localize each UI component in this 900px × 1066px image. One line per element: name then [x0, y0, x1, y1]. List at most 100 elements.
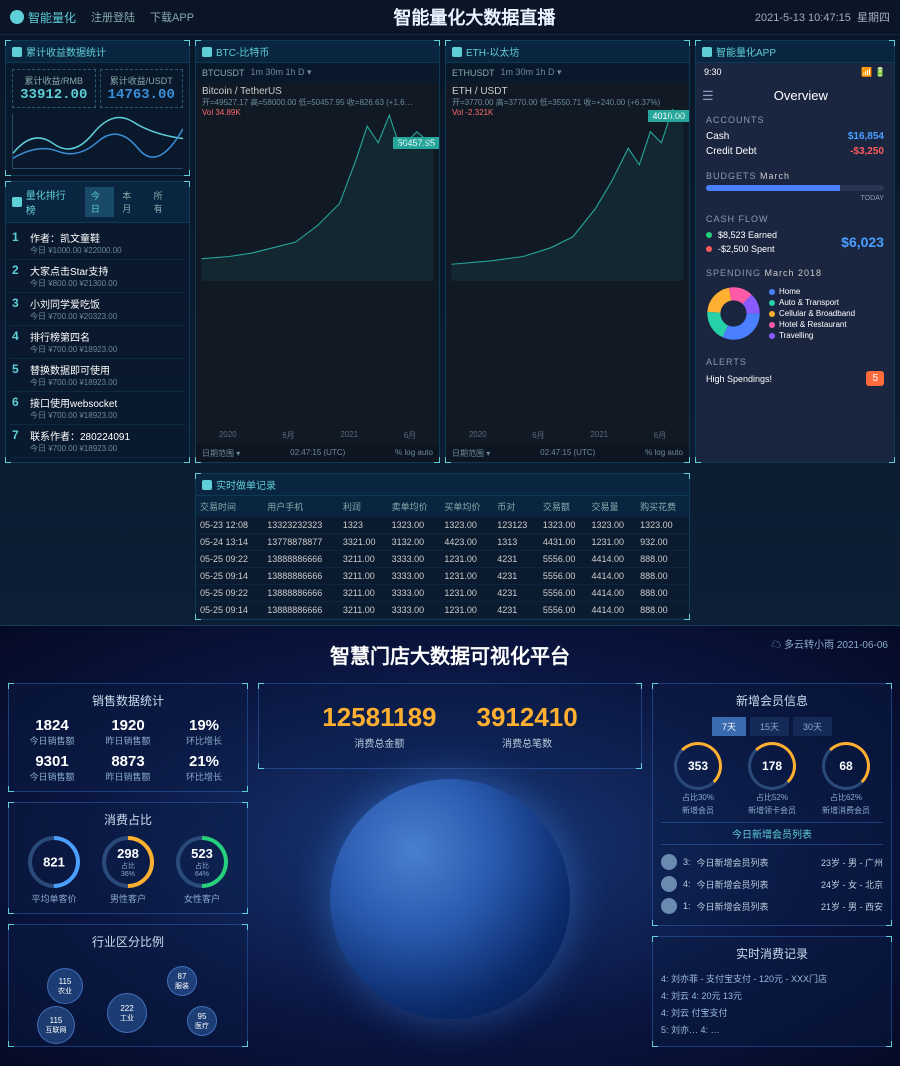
app-panel: 智能量化APP 9:30📶 🔋 ☰Overview ACCOUNTS Cash$…: [695, 40, 895, 463]
total-count-label: 消费总笔数: [477, 735, 578, 750]
totals-panel: 12581189 消费总金额 3912410 消费总笔数: [258, 683, 642, 769]
bubble: 115农业: [47, 968, 83, 1004]
member-tab[interactable]: 7天: [712, 717, 746, 736]
consume-title: 消费占比: [17, 811, 239, 828]
stat-cell: 9301今日销售额: [17, 753, 87, 783]
table-row: 05-25 09:14138888866663211.003333.001231…: [196, 568, 689, 585]
eth-timeframes[interactable]: 1m 30m 1h D ▾: [501, 67, 562, 78]
app-time: 9:30: [704, 67, 722, 78]
member-list-title: 今日新增会员列表: [661, 822, 883, 845]
spent-label: -$2,500 Spent: [718, 244, 775, 254]
cash-label: Cash: [706, 131, 729, 142]
members-title: 新增会员信息: [661, 692, 883, 709]
trades-table: 交易时间用户手机利润卖单均价买单均价币对交易额交易量购买花费 05-23 12:…: [196, 496, 689, 619]
total-amount-label: 消费总金额: [322, 735, 436, 750]
legend-item: Home: [769, 286, 884, 297]
rank-item[interactable]: 6接口使用websocket今日 ¥700.00 ¥18923.00: [10, 392, 185, 425]
eth-chart[interactable]: ETH / USDT 开=3770.00 高=3770.00 低=3550.71…: [446, 82, 689, 445]
member-ring: 178占比52%新增领卡会员: [748, 742, 796, 816]
spending-title: SPENDING: [706, 268, 761, 278]
login-link[interactable]: 注册登陆: [91, 9, 135, 25]
earned-label: $8,523 Earned: [718, 230, 777, 240]
ranking-title: 量化排行榜: [26, 187, 75, 217]
page-title: 智能量化大数据直播: [194, 4, 755, 30]
stat-cell: 8873昨日销售额: [93, 753, 163, 783]
table-row: 05-23 12:081332323232313231323.001323.00…: [196, 517, 689, 534]
realtime-row: 4: 刘云 4: 20元 13元: [661, 987, 883, 1004]
stat-cell: 21%环比增长: [169, 753, 239, 783]
sales-panel: 销售数据统计 1824今日销售额1920昨日销售额19%环比增长9301今日销售…: [8, 683, 248, 792]
rank-item[interactable]: 1作者：凯文童鞋今日 ¥1000.00 ¥22000.00: [10, 227, 185, 260]
member-ring: 68占比62%新增消费会员: [822, 742, 870, 816]
alert-badge[interactable]: 5: [866, 371, 884, 386]
stat-cell: 19%环比增长: [169, 717, 239, 747]
btc-chart[interactable]: Bitcoin / TetherUS 开=49527.17 高=58000.00…: [196, 82, 439, 445]
table-header: 卖单均价: [388, 496, 441, 517]
debt-label: Credit Debt: [706, 146, 757, 157]
download-link[interactable]: 下载APP: [150, 9, 194, 25]
total-count: 3912410: [477, 702, 578, 733]
legend-item: Hotel & Restaurant: [769, 319, 884, 330]
eth-time: 02:47:15 (UTC): [540, 448, 595, 459]
table-header: 用户手机: [263, 496, 339, 517]
bubble: 222工业: [107, 993, 147, 1033]
menu-icon[interactable]: ☰: [702, 88, 714, 104]
btc-symbol: BTCUSDT: [202, 68, 245, 78]
accounts-title: ACCOUNTS: [706, 115, 884, 125]
eth-scale[interactable]: % log auto: [645, 448, 683, 459]
alert-text: High Spendings!: [706, 374, 772, 384]
ranking-panel: 量化排行榜 今日本月所有 1作者：凯文童鞋今日 ¥1000.00 ¥22000.…: [5, 181, 190, 463]
app-title: 智能量化APP: [696, 41, 894, 63]
member-row: 3:今日新增会员列表23岁 - 男 - 广州: [661, 851, 883, 873]
member-tab[interactable]: 15天: [750, 717, 789, 736]
rank-tab[interactable]: 今日: [85, 187, 114, 217]
rank-item[interactable]: 7联系作者：280224091今日 ¥700.00 ¥18923.00: [10, 425, 185, 458]
rank-tab[interactable]: 本月: [116, 187, 145, 217]
btc-timeframes[interactable]: 1m 30m 1h D ▾: [251, 67, 312, 78]
table-header: 利润: [339, 496, 388, 517]
profit-panel: 累计收益数据统计 累计收益/RMB33912.00 累计收益/USDT14763…: [5, 40, 190, 176]
budgets-month: March: [760, 171, 790, 181]
header: 智能量化 注册登陆 下载APP 智能量化大数据直播 2021-5-13 10:4…: [0, 0, 900, 35]
trades-panel: 实时做单记录 交易时间用户手机利润卖单均价买单均价币对交易额交易量购买花费 05…: [195, 473, 690, 620]
table-header: 购买花费: [636, 496, 689, 517]
bubble: 95医疗: [187, 1006, 217, 1036]
realtime-row: 4: 刘亦菲 - 支付宝支付 - 120元 - XXX门店: [661, 970, 883, 987]
btc-range[interactable]: 日期范围 ▾: [202, 448, 240, 459]
table-header: 交易时间: [196, 496, 263, 517]
debt-value: -$3,250: [850, 146, 884, 157]
rank-item[interactable]: 5替换数据即可使用今日 ¥700.00 ¥18923.00: [10, 359, 185, 392]
table-row: 05-25 09:22138888866663211.003333.001231…: [196, 585, 689, 602]
sales-title: 销售数据统计: [17, 692, 239, 709]
eth-panel: ETH-以太坊 ETHUSDT1m 30m 1h D ▾ ETH / USDT …: [445, 40, 690, 463]
stat-cell: 1920昨日销售额: [93, 717, 163, 747]
btc-scale[interactable]: % log auto: [395, 448, 433, 459]
legend-item: Auto & Transport: [769, 297, 884, 308]
btc-panel: BTC-比特币 BTCUSDT1m 30m 1h D ▾ Bitcoin / T…: [195, 40, 440, 463]
trades-title: 实时做单记录: [196, 474, 689, 496]
rank-item[interactable]: 3小刘同学爱吃饭今日 ¥700.00 ¥20323.00: [10, 293, 185, 326]
eth-range[interactable]: 日期范围 ▾: [452, 448, 490, 459]
table-row: 05-25 09:14138888866663211.003333.001231…: [196, 602, 689, 619]
cashflow-title: CASH FLOW: [706, 214, 884, 224]
table-header: 交易量: [587, 496, 636, 517]
rank-item[interactable]: 4排行榜第四名今日 ¥700.00 ¥18923.00: [10, 326, 185, 359]
rank-item[interactable]: 2大家点击Star支持今日 ¥800.00 ¥21300.00: [10, 260, 185, 293]
globe: [330, 779, 570, 1019]
realtime-title: 实时消费记录: [661, 945, 883, 962]
total-amount: 12581189: [322, 702, 436, 733]
member-tab[interactable]: 30天: [793, 717, 832, 736]
table-header: 交易额: [539, 496, 588, 517]
legend-item: Cellular & Broadband: [769, 308, 884, 319]
profit-title: 累计收益数据统计: [6, 41, 189, 63]
table-header: 买单均价: [440, 496, 493, 517]
rank-tab[interactable]: 所有: [148, 187, 177, 217]
table-row: 05-24 13:14137788788773321.003132.004423…: [196, 534, 689, 551]
table-header: 币对: [493, 496, 539, 517]
budget-progress: [706, 185, 884, 191]
btc-time: 02:47:15 (UTC): [290, 448, 345, 459]
member-row: 4:今日新增会员列表24岁 - 女 - 北京: [661, 873, 883, 895]
spending-donut: [706, 286, 761, 341]
signal-icon: 📶 🔋: [861, 67, 886, 78]
profit-chart: [12, 114, 183, 169]
